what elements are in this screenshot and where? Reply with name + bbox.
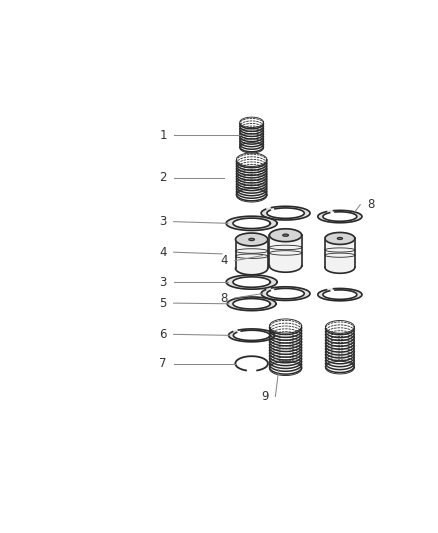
Polygon shape xyxy=(318,288,362,301)
Text: 8: 8 xyxy=(220,292,228,304)
Polygon shape xyxy=(269,266,302,272)
Text: 1: 1 xyxy=(159,128,167,142)
Polygon shape xyxy=(226,275,277,289)
Text: 5: 5 xyxy=(159,296,167,310)
Text: 9: 9 xyxy=(261,390,268,403)
Polygon shape xyxy=(226,216,277,230)
Polygon shape xyxy=(323,290,357,300)
Text: 8: 8 xyxy=(367,198,374,211)
Polygon shape xyxy=(236,233,268,246)
Polygon shape xyxy=(267,288,304,299)
Polygon shape xyxy=(267,208,304,219)
Polygon shape xyxy=(325,267,355,273)
Text: 2: 2 xyxy=(159,171,167,184)
Polygon shape xyxy=(233,218,270,229)
Text: 7: 7 xyxy=(159,357,167,370)
Text: 4: 4 xyxy=(159,246,167,259)
Polygon shape xyxy=(325,238,355,267)
Polygon shape xyxy=(318,211,362,223)
Polygon shape xyxy=(233,277,270,287)
Polygon shape xyxy=(323,212,357,221)
Text: 4: 4 xyxy=(220,254,228,267)
Polygon shape xyxy=(269,229,302,241)
Text: 3: 3 xyxy=(159,215,167,228)
Polygon shape xyxy=(233,298,270,309)
Polygon shape xyxy=(236,268,268,275)
Polygon shape xyxy=(337,237,343,239)
Polygon shape xyxy=(261,287,310,301)
Polygon shape xyxy=(236,239,268,268)
Polygon shape xyxy=(261,206,310,220)
Polygon shape xyxy=(269,235,302,266)
Polygon shape xyxy=(249,238,254,240)
Text: 6: 6 xyxy=(159,328,167,341)
Polygon shape xyxy=(233,330,270,341)
Polygon shape xyxy=(325,232,355,245)
Polygon shape xyxy=(283,234,288,236)
Text: 3: 3 xyxy=(159,276,167,288)
Polygon shape xyxy=(229,329,275,342)
Polygon shape xyxy=(227,297,276,311)
